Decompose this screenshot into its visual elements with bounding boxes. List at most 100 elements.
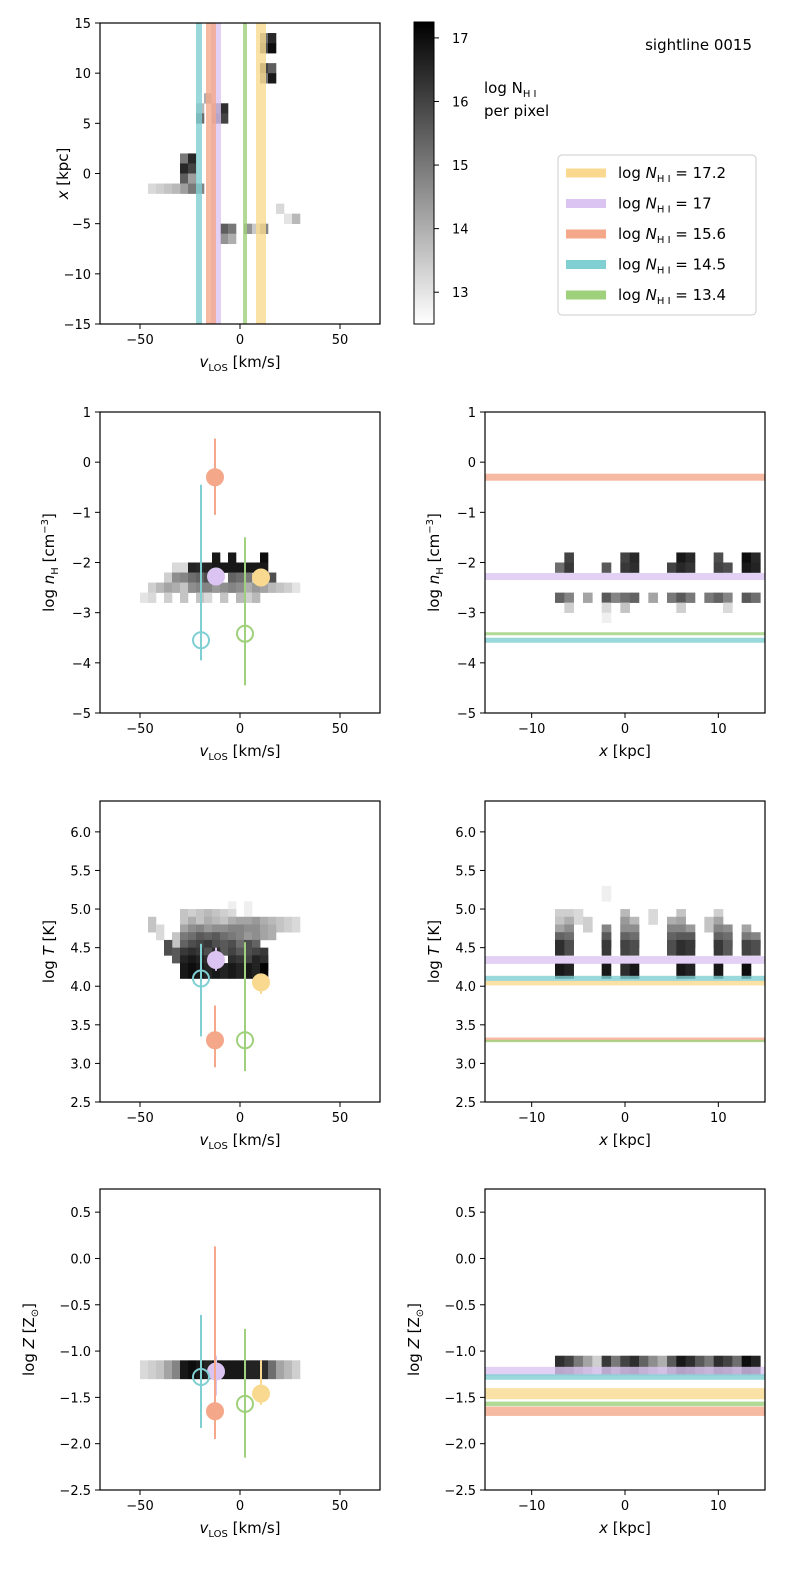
- heatmap-cell: [741, 562, 752, 573]
- y-tick-label: −0.5: [444, 1299, 476, 1314]
- heatmap-cell: [148, 1360, 157, 1380]
- heatmap-cell: [268, 33, 277, 44]
- heatmap-cell: [236, 1360, 245, 1380]
- heatmap-cell: [573, 1355, 584, 1375]
- x-tick-label: −50: [126, 1111, 153, 1126]
- y-tick-label: 0: [83, 456, 91, 471]
- heatmap-cell: [292, 582, 301, 593]
- x-tick-label: 10: [710, 1499, 727, 1514]
- y-tick-label: −3: [72, 607, 91, 622]
- component-band-14.5: [485, 637, 765, 643]
- heatmap-cell: [583, 1355, 593, 1375]
- heatmap-cell: [180, 963, 189, 979]
- component-band-17.2: [256, 23, 266, 324]
- heatmap-cell: [204, 582, 213, 593]
- component-band-13.4: [485, 1039, 765, 1043]
- heatmap-cell: [164, 939, 173, 956]
- heatmap-cell: [583, 916, 593, 933]
- heatmap-cell: [164, 183, 173, 194]
- component-band-15.6: [485, 473, 765, 481]
- x-axis-label: x [kpc]: [598, 1131, 651, 1149]
- x-axis-label: x [kpc]: [598, 742, 651, 760]
- heatmap-cell: [713, 939, 724, 956]
- component-point-15.6: [206, 1402, 224, 1421]
- x-tick-label: −50: [126, 1499, 153, 1514]
- y-axis-label: log nH [cm−3]: [425, 513, 446, 612]
- heatmap-cell: [564, 552, 574, 563]
- heatmap-cell: [228, 552, 237, 563]
- heatmap-cell: [611, 1355, 621, 1375]
- y-tick-label: 3.5: [455, 1019, 476, 1034]
- y-axis-label: log Z [Z⊙]: [405, 1303, 426, 1376]
- heatmap-cell: [164, 572, 173, 583]
- heatmap-cell: [741, 552, 752, 563]
- component-band-15.6: [485, 1406, 765, 1416]
- component-point-13.4: [236, 624, 254, 643]
- y-tick-label: 0.0: [70, 1252, 91, 1267]
- heatmap-cell: [148, 582, 157, 593]
- y-tick-label: 3.0: [70, 1057, 91, 1072]
- heatmap-cell: [212, 963, 221, 979]
- x-axis-label: vLOS [km/s]: [200, 742, 281, 763]
- heatmap-cell: [172, 562, 181, 573]
- x-tick-label: −10: [518, 1111, 545, 1126]
- heatmap-cell: [555, 963, 565, 979]
- heatmap-cell: [236, 592, 245, 603]
- heatmap-cell: [555, 562, 565, 573]
- heatmap-cell: [180, 173, 189, 184]
- y-tick-label: −1.0: [444, 1345, 476, 1360]
- heatmap-cell: [204, 592, 213, 603]
- heatmap-cell: [713, 592, 724, 603]
- y-tick-label: −5: [72, 218, 91, 233]
- heatmap-cell: [601, 562, 612, 573]
- heatmap-cell: [732, 1355, 742, 1375]
- heatmap-cell: [667, 592, 677, 603]
- heatmap-cell: [648, 909, 658, 925]
- heatmap-cell: [751, 939, 761, 956]
- heatmap-cell: [713, 1355, 724, 1375]
- heatmap-cell: [564, 1355, 574, 1375]
- y-tick-label: 0.5: [70, 1206, 91, 1221]
- heatmap-cell: [228, 572, 237, 583]
- heatmap-cell: [629, 939, 640, 956]
- heatmap-cell: [260, 924, 269, 941]
- heatmap-cell: [220, 582, 229, 593]
- heatmap-cell: [629, 562, 640, 573]
- heatmap-cell: [236, 582, 245, 593]
- colorbar-label-line2: per pixel: [484, 102, 549, 120]
- heatmap-cell: [188, 163, 197, 174]
- x-tick-label: −10: [518, 722, 545, 737]
- heatmap-cell: [723, 939, 733, 956]
- heatmap-cell: [676, 963, 686, 979]
- colorbar-tick-label: 16: [452, 95, 469, 110]
- heatmap-cell: [284, 916, 293, 933]
- heatmap-cell: [140, 1360, 149, 1380]
- legend: log NH I = 17.2 log NH I = 17 log NH I = 1…: [557, 154, 757, 316]
- y-tick-label: −2: [72, 557, 91, 572]
- heatmap-cell: [629, 592, 640, 603]
- y-tick-label: 4.5: [70, 942, 91, 957]
- heatmap-cell: [228, 233, 237, 245]
- y-tick-label: 5.0: [70, 903, 91, 918]
- heatmap-cell: [620, 602, 630, 613]
- component-band-15.6: [485, 1037, 765, 1042]
- heatmap-cell: [292, 916, 301, 933]
- heatmap-cell: [180, 572, 189, 583]
- x-tick-label: −50: [126, 722, 153, 737]
- heatmap-cell: [676, 562, 686, 573]
- heatmap-cell: [268, 63, 277, 74]
- x-tick-label: 0: [236, 333, 244, 348]
- y-tick-label: −5: [72, 707, 91, 722]
- component-point-17: [207, 567, 225, 586]
- component-point-15.6: [206, 468, 224, 487]
- heatmap-cell: [212, 552, 221, 563]
- y-tick-label: −15: [64, 318, 91, 333]
- heatmap-cell: [555, 592, 565, 603]
- heatmap-cell: [244, 572, 253, 583]
- y-tick-label: −0.5: [59, 1299, 91, 1314]
- x-tick-label: 50: [332, 722, 349, 737]
- heatmap-cell: [620, 562, 630, 573]
- heatmap-cell: [236, 562, 245, 573]
- heatmap-cell: [180, 163, 189, 174]
